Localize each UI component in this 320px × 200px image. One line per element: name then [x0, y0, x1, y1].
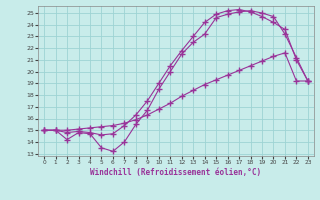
- X-axis label: Windchill (Refroidissement éolien,°C): Windchill (Refroidissement éolien,°C): [91, 168, 261, 177]
